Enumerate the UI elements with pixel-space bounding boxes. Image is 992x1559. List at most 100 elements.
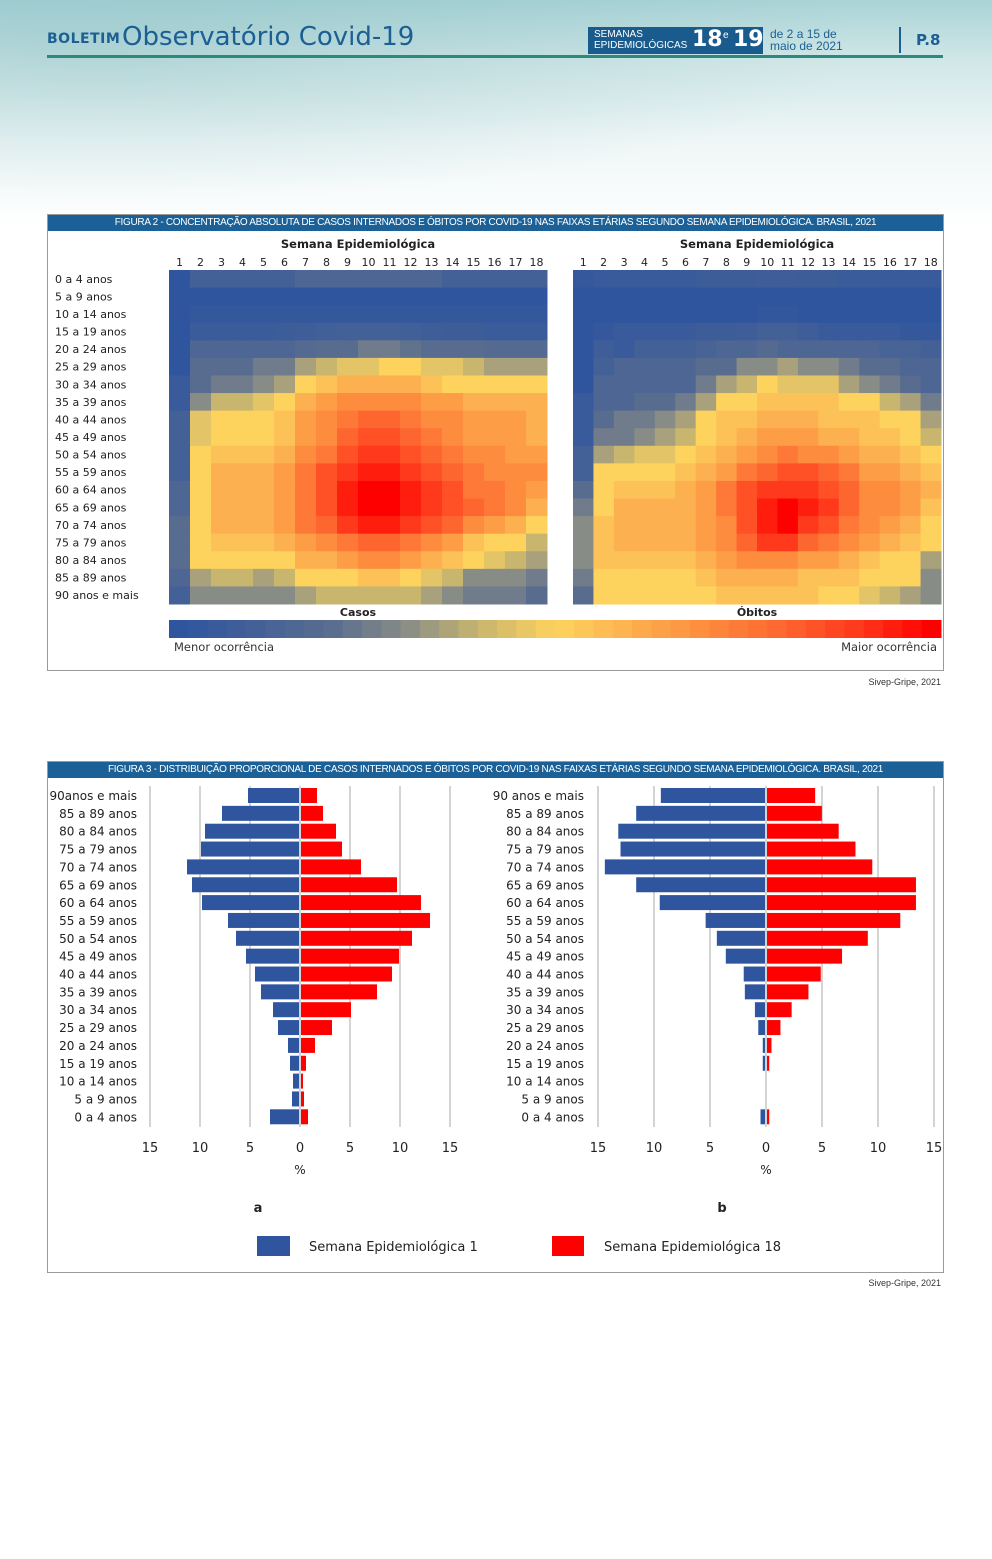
- x-tick-label: 5: [818, 1141, 826, 1156]
- heatmap-cell: [358, 498, 380, 517]
- heatmap-cell: [818, 410, 840, 429]
- heatmap-cell: [695, 270, 717, 289]
- week-tick-label: 5: [260, 256, 267, 269]
- colorbar-segment: [921, 620, 942, 638]
- heatmap-cell: [274, 287, 296, 306]
- heatmap-cell: [274, 375, 296, 394]
- heatmap-cell: [613, 551, 635, 570]
- bar-week1: [255, 966, 299, 982]
- colorbar-segment: [169, 620, 189, 638]
- heatmap-cell: [337, 428, 359, 447]
- colorbar-segment: [246, 620, 266, 638]
- figure2-source: Sivep-Gripe, 2021: [868, 677, 941, 687]
- heatmap-cell: [736, 516, 758, 535]
- heatmap-cell: [190, 463, 212, 482]
- heatmap-cell: [613, 270, 635, 289]
- heatmap-cell: [654, 586, 676, 605]
- heatmap-cell: [379, 340, 401, 359]
- heatmap-cell: [358, 586, 380, 605]
- heatmap-cell: [736, 463, 758, 482]
- colorbar-segment: [188, 620, 209, 638]
- heatmap-cell: [253, 533, 275, 552]
- colorbar-segment: [207, 620, 228, 638]
- heatmap-cell: [777, 287, 799, 306]
- heatmap-cell: [777, 393, 799, 412]
- week-tick-label: 14: [446, 256, 460, 269]
- heatmap-cell: [484, 393, 506, 412]
- heatmap-cell: [379, 375, 401, 394]
- age-group-label: 45 a 49 anos: [59, 950, 137, 964]
- heatmap-cell: [695, 551, 717, 570]
- colorbar-segment: [555, 620, 575, 638]
- heatmap-cell: [573, 428, 594, 447]
- heatmap-cell: [675, 270, 697, 289]
- bar-week1: [228, 912, 299, 928]
- heatmap-cell: [859, 586, 881, 605]
- bar-week18: [301, 1091, 304, 1107]
- age-group-label: 80 a 84 anos: [55, 554, 127, 567]
- age-group-label: 15 a 19 anos: [59, 1057, 137, 1071]
- heatmap-cell: [675, 410, 697, 429]
- heatmap-cell: [797, 357, 819, 376]
- heatmap-cell: [859, 270, 881, 289]
- heatmap-cell: [358, 516, 380, 535]
- heatmap-cell: [573, 516, 594, 535]
- age-group-label: 60 a 64 anos: [55, 484, 127, 497]
- week-tick-label: 4: [239, 256, 246, 269]
- heatmap-cell: [838, 322, 860, 341]
- colorbar-low-label: Menor ocorrência: [174, 640, 274, 654]
- heatmap-cell: [400, 322, 422, 341]
- bar-week18: [301, 930, 412, 946]
- heatmap-cell: [295, 287, 317, 306]
- colorbar-segment: [265, 620, 286, 638]
- heatmap-cell: [505, 410, 527, 429]
- heatmap-cell: [400, 410, 422, 429]
- heatmap-cell: [484, 428, 506, 447]
- heatmap-cell: [232, 463, 254, 482]
- bar-week1: [758, 1020, 765, 1036]
- heatmap-cell: [442, 428, 464, 447]
- heatmap-cell: [757, 480, 778, 500]
- heatmap-cell: [613, 340, 635, 359]
- heatmap-cell: [442, 305, 464, 324]
- heatmap-cell: [211, 375, 233, 394]
- heatmap-cell: [634, 480, 656, 500]
- heatmap-cell: [838, 463, 860, 482]
- heatmap-cell: [859, 322, 881, 341]
- heatmap-cell: [613, 305, 635, 324]
- heatmap-cell: [295, 393, 317, 412]
- x-axis-label: %: [294, 1163, 305, 1177]
- age-group-label: 75 a 79 anos: [59, 843, 137, 857]
- age-group-label: 40 a 44 anos: [55, 413, 127, 426]
- heatmap-cell: [634, 410, 656, 429]
- heatmap-cell: [593, 586, 615, 605]
- heatmap-cell: [484, 498, 506, 517]
- bar-week18: [301, 841, 342, 857]
- heatmap-cell: [859, 445, 881, 464]
- heatmap-cell: [736, 322, 758, 341]
- heatmap-cell: [337, 445, 359, 464]
- heatmap-cell: [253, 428, 275, 447]
- heatmap-cell: [379, 568, 401, 587]
- heatmap-cell: [253, 463, 275, 482]
- heatmap-cell: [379, 516, 401, 535]
- heatmap-cell: [358, 533, 380, 552]
- bar-week18: [767, 895, 916, 911]
- heatmap-cell: [316, 322, 338, 341]
- heatmap-cell: [211, 533, 233, 552]
- heatmap-cell: [716, 287, 738, 306]
- heatmap-cell: [818, 586, 840, 605]
- bar-week1: [604, 859, 765, 875]
- bar-week1: [205, 823, 299, 839]
- heatmap-cell: [695, 305, 717, 324]
- heatmap-cell: [526, 498, 548, 517]
- heatmap-cell: [634, 393, 656, 412]
- heatmap-cell: [675, 568, 697, 587]
- heatmap-cell: [797, 568, 819, 587]
- heatmap-cell: [211, 322, 233, 341]
- heatmap-cell: [838, 533, 860, 552]
- heatmap-cell: [613, 393, 635, 412]
- heatmap-cell: [232, 551, 254, 570]
- heatmap-cell: [337, 480, 359, 500]
- heatmap-cell: [879, 463, 901, 482]
